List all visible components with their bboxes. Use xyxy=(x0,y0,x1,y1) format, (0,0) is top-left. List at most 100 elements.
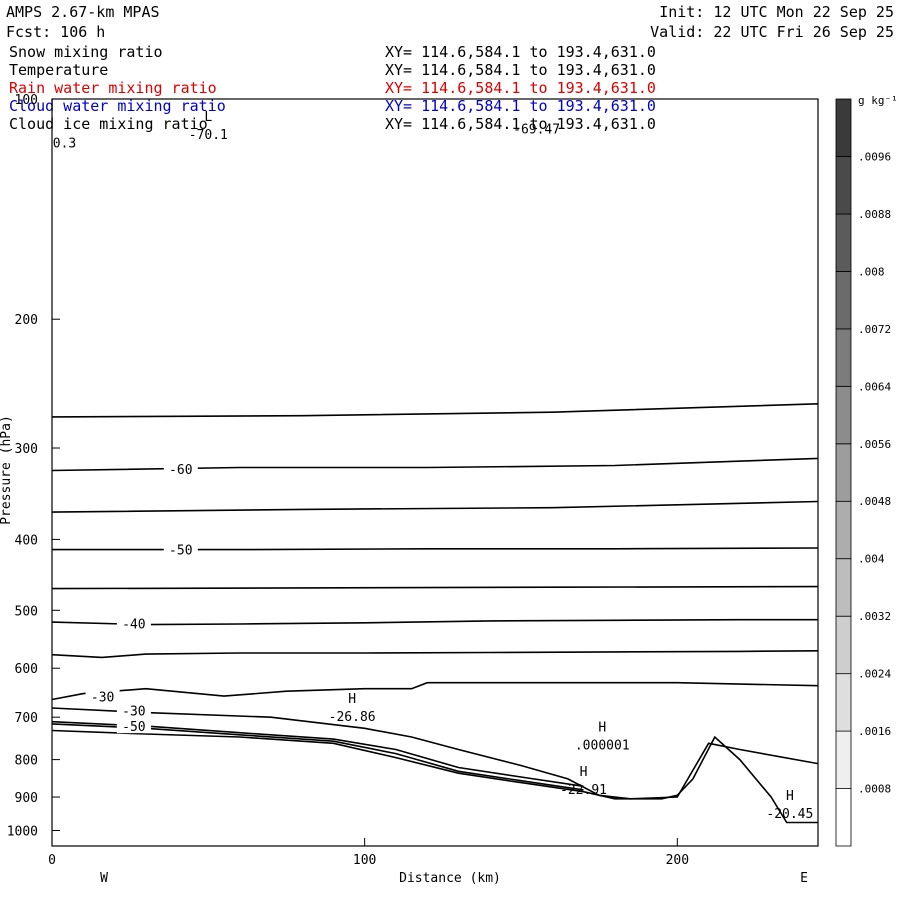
colorbar-bin-3 xyxy=(835,615,852,675)
contour-line-8 xyxy=(51,707,819,800)
field-name-4: Cloud ice mixing ratio xyxy=(9,115,208,133)
field-xy-4: XY= 114.6,584.1 to 193.4,631.0 xyxy=(385,115,656,133)
contour-line-6 xyxy=(51,650,819,659)
contour-label-5: -40 xyxy=(122,617,145,632)
contour-label-bg-7 xyxy=(85,688,120,704)
east-label: E xyxy=(800,871,808,886)
extremum-kind-5: H xyxy=(580,765,588,780)
y-tick-label-2: 300 xyxy=(15,442,38,457)
extremum-value-5: -22.91 xyxy=(560,783,607,798)
y-tick-label-3: 400 xyxy=(15,533,38,548)
colorbar-tick-11: .0096 xyxy=(858,150,891,163)
extremum-value-0: -70.1 xyxy=(189,128,228,143)
colorbar-bin-10 xyxy=(835,213,852,272)
extremum-value-2: -69.47 xyxy=(513,122,560,137)
contour-label-1: -60 xyxy=(169,463,192,478)
x-tick-label-2: 200 xyxy=(666,853,689,868)
field-xy-0: XY= 114.6,584.1 to 193.4,631.0 xyxy=(385,43,656,61)
y-tick-label-0: 100 xyxy=(15,93,38,108)
contour-label-bg-5 xyxy=(116,615,151,631)
colorbar-tick-5: .0048 xyxy=(858,495,891,508)
extremum-value-4: .000001 xyxy=(575,738,630,753)
extrema-labels: L -70.1 0.3 -69.47 H -26.86 H .000001 H -22.91 H -2… xyxy=(53,110,814,822)
y-tick-label-8: 900 xyxy=(15,791,38,806)
field-name-0: Snow mixing ratio xyxy=(9,43,163,61)
extremum-kind-0: L xyxy=(204,110,212,125)
colorbar-bin-9 xyxy=(835,270,852,330)
contour-line-11 xyxy=(51,729,818,824)
y-axis: 100 200 300 400 500 600 700 800 900 1000 xyxy=(7,93,60,840)
west-label: W xyxy=(100,871,108,886)
init-time: Init: 12 UTC Mon 22 Sep 25 xyxy=(659,3,894,21)
y-tick-label-4: 500 xyxy=(15,604,38,619)
extremum-kind-6: H xyxy=(786,789,794,804)
extremum-value-1: 0.3 xyxy=(53,136,76,151)
y-tick-label-9: 1000 xyxy=(7,825,38,840)
field-name-3: Cloud water mixing ratio xyxy=(9,97,226,115)
colorbar-tick-1: .0016 xyxy=(858,725,891,738)
colorbar-bin-11 xyxy=(835,156,852,215)
colorbar-bin-5 xyxy=(835,500,852,560)
extremum-kind-4: H xyxy=(598,720,606,735)
contour-label-bg-8 xyxy=(116,702,151,718)
contour-line-0 xyxy=(51,403,819,418)
contour-line-4 xyxy=(51,585,819,590)
colorbar-bin-1 xyxy=(835,730,852,789)
colorbar-bin-2 xyxy=(835,673,852,732)
colorbar-tick-10: .0088 xyxy=(858,208,891,221)
colorbar-tick-0: .0008 xyxy=(858,783,891,796)
colorbar-bin-4 xyxy=(835,558,852,617)
colorbar: .0008 .0016 .0024 .0032 .004 .0048 .0056 .0064.… xyxy=(835,98,891,847)
colorbar-tick-3: .0032 xyxy=(858,610,891,623)
field-xy-1: XY= 114.6,584.1 to 193.4,631.0 xyxy=(385,61,656,79)
colorbar-bin-8 xyxy=(835,328,852,387)
x-axis-label: Distance (km) xyxy=(399,871,501,886)
x-tick-label-0: 0 xyxy=(48,853,56,868)
contour-label-8: -30 xyxy=(122,704,145,719)
x-axis: 0 100 200 xyxy=(48,838,689,868)
plot-frame xyxy=(51,98,819,847)
y-tick-label-5: 600 xyxy=(15,662,38,677)
contour-label-bg-10 xyxy=(116,718,151,734)
field-name-2: Rain water mixing ratio xyxy=(9,79,217,97)
contour-line-9 xyxy=(51,720,584,788)
colorbar-bin-6 xyxy=(835,443,852,502)
extremum-value-6: -20.45 xyxy=(766,807,813,822)
valid-time: Valid: 22 UTC Fri 26 Sep 25 xyxy=(650,23,894,41)
contour-line-7 xyxy=(51,681,819,701)
colorbar-tick-8: .0072 xyxy=(858,323,891,336)
field-xy-3: XY= 114.6,584.1 to 193.4,631.0 xyxy=(385,97,656,115)
colorbar-bin-12 xyxy=(835,98,852,157)
x-tick-label-1: 100 xyxy=(353,853,376,868)
y-axis-label: Pressure (hPa) xyxy=(0,415,14,525)
colorbar-tick-6: .0056 xyxy=(858,438,891,451)
contour-label-7: -30 xyxy=(91,691,114,706)
y-tick-label-6: 700 xyxy=(15,711,38,726)
contour-line-5 xyxy=(51,618,818,626)
colorbar-tick-4: .004 xyxy=(858,553,885,566)
y-tick-label-1: 200 xyxy=(15,313,38,328)
colorbar-tick-7: .0064 xyxy=(858,380,891,393)
contour-label-bg-1 xyxy=(163,461,198,477)
temperature-contours xyxy=(51,403,819,824)
y-tick-label-7: 800 xyxy=(15,754,38,769)
colorbar-units: g kg⁻¹ xyxy=(858,94,898,107)
contour-line-2 xyxy=(51,500,819,513)
extremum-value-3: -26.86 xyxy=(329,710,376,725)
field-xy-2: XY= 114.6,584.1 to 193.4,631.0 xyxy=(385,79,656,97)
contour-label-10: -50 xyxy=(122,720,145,735)
contour-labels: -60-50-40-30-30-40-50 xyxy=(85,461,198,735)
contour-label-bg-3 xyxy=(163,541,198,557)
colorbar-bin-0 xyxy=(835,788,852,847)
forecast-hour: Fcst: 106 h xyxy=(6,23,105,41)
field-name-1: Temperature xyxy=(9,61,108,79)
extremum-kind-3: H xyxy=(348,692,356,707)
colorbar-tick-2: .0024 xyxy=(858,668,891,681)
colorbar-bin-7 xyxy=(835,385,852,445)
colorbar-tick-9: .008 xyxy=(858,265,885,278)
contour-label-3: -50 xyxy=(169,544,192,559)
model-title: AMPS 2.67-km MPAS xyxy=(6,3,160,21)
contour-line-10 xyxy=(51,723,584,791)
